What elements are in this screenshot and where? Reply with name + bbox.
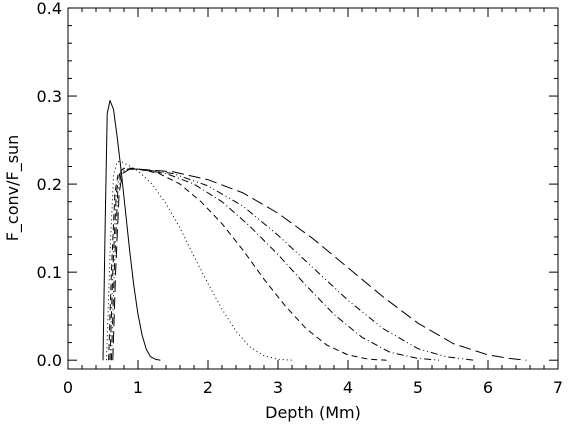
x-tick-label: 4 <box>343 378 353 397</box>
y-tick-label: 0.1 <box>37 263 62 282</box>
tick-labels: 0 1 2 3 4 5 6 7 0.0 0.1 0.2 0.3 0.4 <box>37 0 564 397</box>
x-axis-label: Depth (Mm) <box>265 403 361 422</box>
y-axis-label: F_conv/F_sun <box>3 135 23 242</box>
x-tick-label: 6 <box>483 378 493 397</box>
series-group <box>102 100 527 361</box>
series-line-dash-dot <box>109 168 440 361</box>
x-tick-label: 3 <box>273 378 283 397</box>
x-tick-label: 1 <box>133 378 143 397</box>
y-tick-label: 0.0 <box>37 351 62 370</box>
x-tick-label: 7 <box>553 378 563 397</box>
x-tick-label: 2 <box>203 378 213 397</box>
series-line-dash-dot-dot <box>110 168 475 361</box>
x-tick-label: 5 <box>413 378 423 397</box>
plot-frame <box>67 7 559 370</box>
axis-ticks <box>67 7 559 369</box>
series-line-dotted <box>106 160 293 361</box>
y-tick-label: 0.3 <box>37 87 62 106</box>
series-line-dashed <box>108 167 387 361</box>
y-tick-label: 0.2 <box>37 175 62 194</box>
series-line-solid <box>102 100 161 361</box>
x-tick-label: 0 <box>63 378 73 397</box>
series-line-long-dash <box>112 168 527 361</box>
y-tick-label: 0.4 <box>37 0 62 18</box>
